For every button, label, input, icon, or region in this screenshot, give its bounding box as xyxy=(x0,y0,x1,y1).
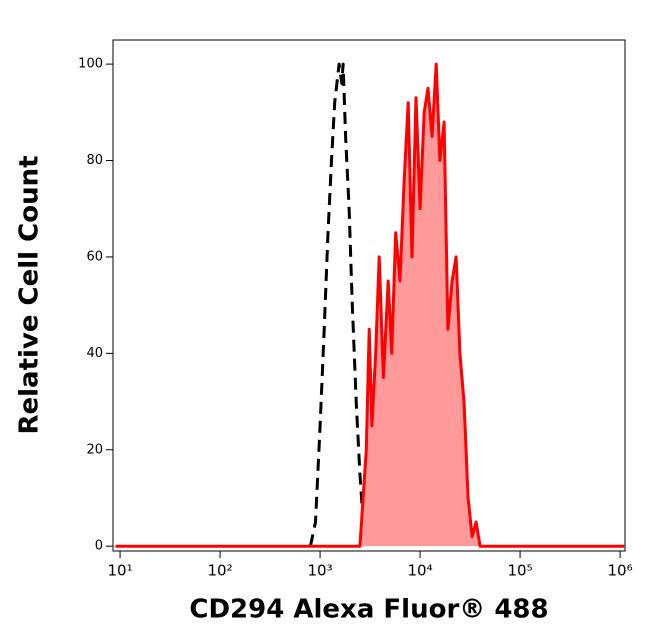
y-axis-label: Relative Cell Count xyxy=(15,155,45,434)
y-tick-label: 100 xyxy=(78,57,103,72)
y-tick-label: 80 xyxy=(86,153,103,168)
y-tick-label: 60 xyxy=(86,249,103,264)
x-axis-label: CD294 Alexa Fluor® 488 xyxy=(189,595,548,625)
x-tick-label: 10⁵ xyxy=(508,562,533,580)
y-tick-label: 0 xyxy=(95,539,103,554)
x-tick-label: 10¹ xyxy=(108,562,133,580)
histogram-line xyxy=(308,62,368,547)
histogram-line xyxy=(115,62,625,548)
y-tick-label: 40 xyxy=(86,346,103,361)
y-tick-label: 20 xyxy=(86,442,103,457)
histogram-area xyxy=(115,64,625,547)
plot-frame xyxy=(112,39,626,552)
x-tick-label: 10⁶ xyxy=(608,562,633,580)
x-tick-label: 10² xyxy=(208,562,233,580)
x-tick-label: 10⁴ xyxy=(408,562,433,580)
x-tick-label: 10³ xyxy=(308,562,333,580)
